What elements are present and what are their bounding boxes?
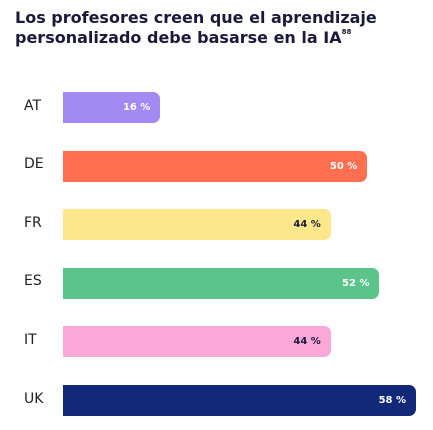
bar-value-label-fr: 44 % [293, 219, 321, 231]
bar-es: 52 % [63, 267, 380, 299]
category-label-es: ES [24, 273, 42, 290]
bar-fr: 44 % [63, 209, 331, 241]
bar-value-label-at: 16 % [122, 102, 151, 113]
bar-at: 16 % [63, 92, 161, 123]
category-label-uk: UK [24, 390, 44, 407]
chart-title-text: Los profesores creen que el aprendizaje … [15, 8, 377, 47]
bar-it: 44 % [63, 326, 331, 358]
bar-de: 50 % [63, 150, 368, 182]
title-footnote: 88 [341, 28, 352, 36]
category-label-it: IT [24, 331, 37, 348]
chart-title: Los profesores creen que el aprendizaje … [15, 8, 425, 48]
bar-value-label-de: 50 % [329, 160, 358, 172]
category-label-fr: FR [24, 214, 42, 231]
bar-uk: 58 % [63, 385, 416, 416]
bar-value-label-it: 44 % [293, 336, 321, 348]
category-label-at: AT [24, 97, 42, 114]
bar-value-label-es: 52 % [342, 277, 370, 289]
category-label-de: DE [24, 156, 44, 173]
bar-value-label-uk: 58 % [378, 395, 406, 406]
